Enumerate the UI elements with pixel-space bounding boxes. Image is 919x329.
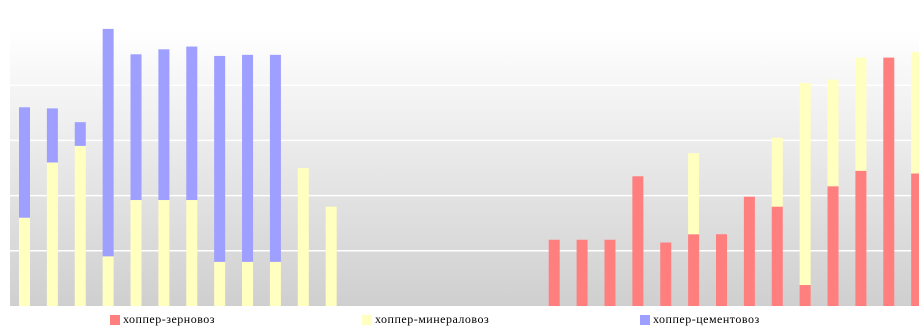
bar-series-2-cat-28: [771, 137, 783, 207]
bar-series-1-cat-21: [576, 239, 588, 306]
bar-series-1-cat-24: [660, 242, 672, 306]
legend: хоппер-зерновоз хоппер-минераловоз хоппе…: [0, 311, 919, 329]
bar-series-3-cat-10: [269, 54, 281, 262]
legend-label-series-3: хоппер-цементовоз: [653, 312, 760, 326]
legend-swatch-series-1: [110, 314, 120, 325]
bar-series-2-cat-3: [74, 145, 86, 306]
bar-series-2-cat-7: [186, 200, 198, 306]
bar-series-3-cat-2: [46, 108, 58, 163]
bar-series-3-cat-7: [186, 46, 198, 201]
bar-series-1-cat-25: [688, 234, 700, 306]
bar-series-2-cat-33: [911, 52, 919, 174]
bar-series-1-cat-23: [632, 176, 644, 306]
bar-series-1-cat-22: [604, 239, 616, 306]
bar-series-2-cat-29: [799, 82, 811, 286]
bar-series-2-cat-30: [827, 79, 839, 187]
legend-item-series-3: хоппер-цементовоз: [640, 312, 760, 327]
bar-series-2-cat-5: [130, 200, 142, 306]
bar-series-1-cat-26: [716, 234, 727, 306]
bar-series-2-cat-1: [19, 217, 30, 306]
bar-series-1-cat-28: [771, 206, 783, 306]
bar-series-2-cat-10: [269, 261, 281, 306]
bar-series-3-cat-1: [19, 107, 30, 218]
bar-series-3-cat-6: [158, 49, 170, 201]
bar-series-2-cat-11: [297, 168, 309, 306]
bar-series-2-cat-6: [158, 200, 170, 306]
bar-series-1-cat-29: [799, 285, 811, 306]
bar-series-3-cat-9: [242, 54, 254, 262]
bar-series-1-cat-31: [855, 170, 867, 306]
bar-series-2-cat-8: [214, 261, 226, 306]
bar-series-3-cat-8: [214, 55, 226, 262]
bar-series-2-cat-2: [46, 162, 58, 306]
bar-series-2-cat-25: [688, 153, 700, 235]
legend-label-series-1: хоппер-зерновоз: [123, 312, 216, 326]
bar-series-2-cat-12: [325, 206, 337, 306]
legend-item-series-2: хоппер-минераловоз: [362, 312, 489, 327]
bar-series-2-cat-9: [242, 261, 254, 306]
bar-series-1-cat-27: [743, 196, 755, 306]
bar-series-2-cat-31: [855, 57, 867, 171]
bar-series-1-cat-33: [911, 173, 919, 306]
legend-item-series-1: хоппер-зерновоз: [110, 312, 215, 327]
bar-series-3-cat-3: [74, 122, 86, 146]
bar-series-2-cat-4: [102, 256, 114, 306]
legend-swatch-series-3: [640, 314, 650, 325]
chart-plot: [10, 28, 919, 306]
bar-series-1-cat-20: [548, 239, 560, 306]
bar-series-3-cat-5: [130, 54, 142, 201]
bar-series-3-cat-4: [102, 28, 114, 257]
bar-series-1-cat-32: [883, 57, 895, 306]
legend-swatch-series-2: [362, 314, 372, 325]
bar-series-1-cat-30: [827, 186, 839, 306]
legend-label-series-2: хоппер-минераловоз: [375, 312, 490, 326]
